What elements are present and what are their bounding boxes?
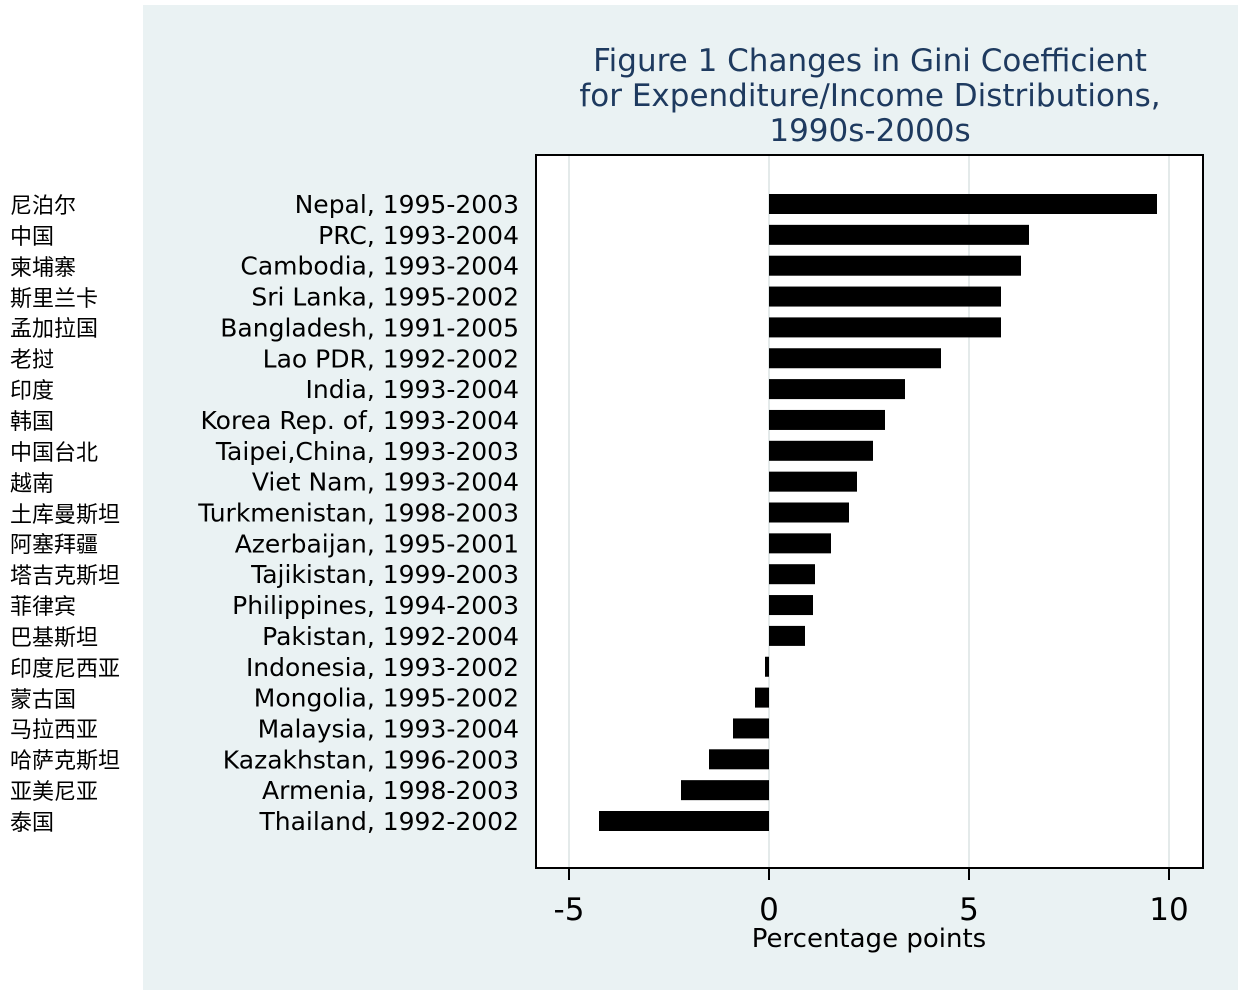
- chinese-country-label: 巴基斯坦: [10, 625, 99, 651]
- chinese-country-label: 泰国: [10, 811, 55, 836]
- y-axis-category-label: Malaysia, 1993-2004: [258, 714, 519, 743]
- y-axis-category-label: Turkmenistan, 1998-2003: [197, 499, 519, 528]
- bar-11: [769, 533, 831, 554]
- chinese-country-label: 阿塞拜疆: [10, 533, 99, 559]
- y-axis-category-label: Viet Nam, 1993-2004: [252, 468, 519, 497]
- x-tick-label: -5: [554, 892, 585, 928]
- chinese-country-label: 韩国: [10, 409, 55, 435]
- chinese-country-label: 老挝: [10, 348, 55, 374]
- bar-2: [769, 255, 1021, 276]
- y-axis-category-label: Philippines, 1994-2003: [232, 591, 519, 620]
- bar-4: [769, 317, 1001, 338]
- chinese-country-label: 越南: [10, 471, 55, 497]
- x-tick-label: 0: [759, 892, 779, 928]
- chinese-country-label: 亚美尼亚: [10, 780, 99, 806]
- chinese-country-label: 蒙古国: [10, 687, 77, 713]
- chinese-country-label: 柬埔寨: [10, 255, 77, 281]
- chinese-country-label: 尼泊尔: [10, 194, 77, 219]
- y-axis-category-label: Cambodia, 1993-2004: [240, 252, 519, 281]
- y-axis-category-label: Indonesia, 1993-2002: [246, 653, 519, 682]
- bar-5: [769, 348, 941, 369]
- y-axis-category-label: Armenia, 1998-2003: [262, 776, 519, 805]
- chart-title: Figure 1 Changes in Gini Coefficient for…: [560, 44, 1180, 149]
- x-tick-label: 10: [1149, 892, 1188, 928]
- y-axis-category-label: Kazakhstan, 1996-2003: [223, 745, 519, 774]
- bar-8: [769, 440, 873, 461]
- chinese-country-label: 土库曼斯坦: [10, 502, 121, 528]
- y-axis-category-label: Nepal, 1995-2003: [295, 190, 519, 219]
- y-axis-category-label: Korea Rep. of, 1993-2004: [201, 406, 519, 435]
- bar-7: [769, 409, 885, 430]
- y-axis-category-label: Lao PDR, 1992-2002: [263, 344, 519, 373]
- chart-title-line-2: for Expenditure/Income Distributions,: [579, 78, 1161, 114]
- y-axis-category-label: Taipei,China, 1993-2003: [215, 437, 519, 466]
- y-axis-category-label: India, 1993-2004: [305, 375, 519, 404]
- bar-14: [769, 625, 805, 646]
- chinese-country-label: 印度尼西亚: [10, 656, 121, 682]
- chinese-country-label: 中国: [10, 224, 55, 250]
- bar-13: [769, 595, 813, 616]
- x-axis-label: Percentage points: [752, 924, 986, 954]
- y-axis-category-label: Thailand, 1992-2002: [258, 807, 519, 836]
- bar-20: [599, 811, 769, 831]
- chart-title-line-1: Figure 1 Changes in Gini Coefficient: [593, 43, 1147, 79]
- y-axis-category-label: Tajikistan, 1999-2003: [250, 560, 519, 589]
- chart-title-line-3: 1990s-2000s: [769, 113, 971, 149]
- chinese-country-label: 菲律宾: [10, 595, 77, 621]
- bar-12: [769, 564, 815, 585]
- y-axis-category-label: Sri Lanka, 1995-2002: [251, 283, 519, 312]
- bar-9: [769, 471, 857, 492]
- chinese-country-label: 中国台北: [10, 440, 99, 466]
- chinese-country-label: 塔吉克斯坦: [10, 564, 121, 590]
- bar-10: [769, 502, 849, 523]
- chinese-country-label: 哈萨克斯坦: [10, 749, 121, 775]
- bar-16: [755, 687, 769, 708]
- y-axis-category-label: Mongolia, 1995-2002: [254, 684, 519, 713]
- bar-19: [681, 780, 769, 801]
- chinese-country-label: 孟加拉国: [10, 317, 99, 343]
- y-axis-category-label: Bangladesh, 1991-2005: [220, 313, 519, 342]
- chinese-country-label: 斯里兰卡: [10, 286, 99, 312]
- bar-0: [769, 194, 1157, 214]
- bar-3: [769, 286, 1001, 307]
- plot-frame: [535, 154, 1204, 869]
- chinese-country-label: 马拉西亚: [10, 718, 99, 744]
- bar-17: [733, 718, 769, 739]
- y-axis-category-label: Pakistan, 1992-2004: [262, 622, 519, 651]
- y-axis-category-label: Azerbaijan, 1995-2001: [235, 529, 519, 558]
- bar-6: [769, 379, 905, 400]
- bar-18: [709, 749, 769, 770]
- bar-15: [765, 656, 769, 677]
- x-tick-label: 5: [959, 892, 979, 928]
- chinese-country-label: 印度: [10, 379, 55, 405]
- y-axis-category-label: PRC, 1993-2004: [318, 221, 519, 250]
- bar-1: [769, 224, 1029, 245]
